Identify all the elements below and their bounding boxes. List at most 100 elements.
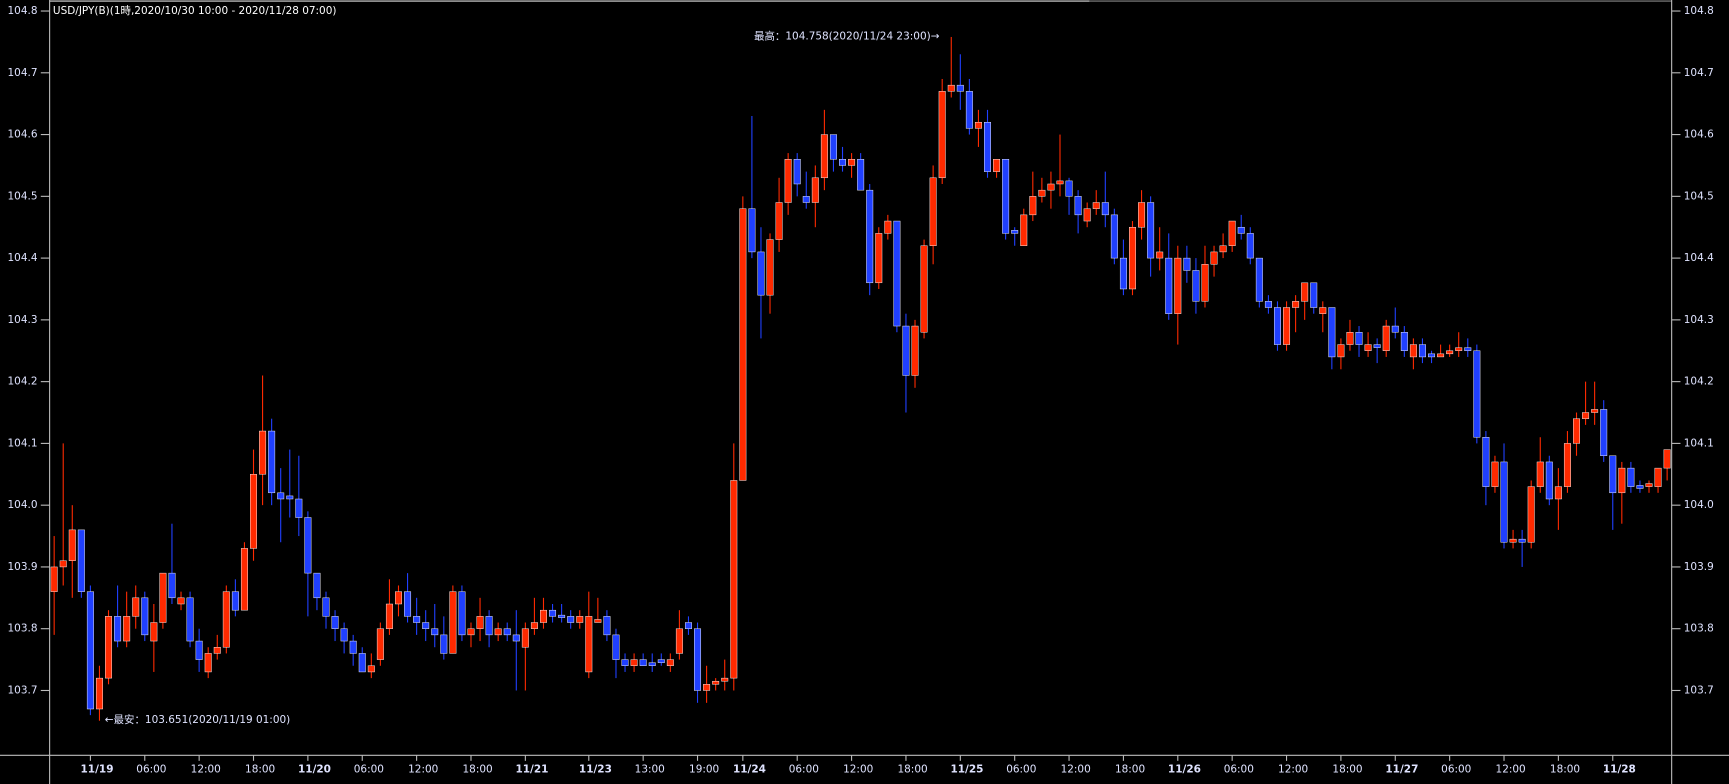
candle-body	[974, 121, 982, 129]
candle-body	[956, 84, 964, 92]
candle-body	[1020, 214, 1028, 246]
candle-body	[186, 597, 194, 642]
candle-body	[739, 208, 747, 481]
y-tick-label: 103.8	[1684, 623, 1714, 635]
x-tick-label: 12:00	[843, 764, 873, 776]
candle-body	[1609, 455, 1617, 494]
candle-body	[1129, 226, 1136, 290]
candle-body	[1083, 208, 1091, 222]
x-tick-label: 11/23	[579, 764, 612, 776]
candle-body	[1255, 257, 1263, 302]
candle-body	[1382, 325, 1390, 351]
candle-body	[1047, 183, 1055, 191]
y-tick-label: 104.1	[1684, 437, 1714, 449]
candle-body	[395, 591, 402, 605]
candle-body	[1273, 307, 1281, 345]
candle-body	[1500, 461, 1508, 543]
candle-body	[1373, 344, 1381, 348]
candle-body	[648, 662, 656, 666]
candle-body	[1428, 353, 1436, 358]
y-tick-label: 103.7	[8, 684, 38, 696]
candle-body	[594, 619, 602, 623]
candle-body	[1301, 282, 1309, 302]
candle-body	[376, 628, 384, 660]
candle-body	[811, 177, 819, 203]
x-tick-label: 11/27	[1385, 764, 1418, 776]
candle-body	[231, 591, 239, 611]
candle-body	[304, 517, 312, 574]
x-tick-label: 06:00	[136, 764, 166, 776]
candle-body	[1464, 347, 1472, 351]
y-tick-label: 103.8	[8, 623, 38, 635]
x-tick-label: 18:00	[1550, 764, 1580, 776]
candle-body	[494, 628, 502, 636]
candle-body	[947, 84, 955, 92]
candle-body	[775, 202, 783, 240]
candle-body	[1582, 412, 1590, 419]
y-tick-label: 104.0	[8, 499, 38, 511]
candle-body	[195, 640, 203, 660]
candle-body	[549, 609, 557, 617]
candle-body	[938, 91, 946, 179]
x-tick-label: 11/28	[1603, 764, 1636, 776]
candle-body	[1418, 344, 1426, 358]
candle-body	[1156, 251, 1164, 259]
candle-body	[1246, 233, 1254, 259]
candle-body	[1283, 307, 1291, 345]
candle-body	[766, 239, 774, 296]
candle-body	[105, 616, 113, 679]
candle-body	[204, 653, 212, 673]
candle-body	[349, 640, 357, 654]
x-tick-label: 06:00	[789, 764, 819, 776]
candle-body	[1292, 301, 1300, 308]
candle-body	[358, 653, 366, 673]
candle-body	[1518, 538, 1526, 543]
candle-body	[866, 189, 874, 284]
y-tick-label: 103.9	[1684, 561, 1714, 573]
candle-body	[385, 603, 393, 629]
candle-body	[884, 220, 892, 234]
candle-body	[132, 597, 140, 617]
candle-body	[567, 616, 575, 623]
y-tick-label: 104.1	[8, 437, 38, 449]
x-tick-label: 11/19	[81, 764, 114, 776]
candle-body	[268, 430, 276, 494]
candle-body	[784, 159, 792, 203]
y-tick-label: 104.3	[8, 314, 38, 326]
candle-body	[422, 622, 430, 629]
y-tick-label: 103.7	[1684, 684, 1714, 696]
candle-body	[277, 492, 285, 500]
annotation: ←最安：103.651(2020/11/19 01:00)	[105, 713, 290, 726]
y-tick-label: 103.9	[8, 561, 38, 573]
candle-body	[1074, 196, 1082, 216]
y-tick-label: 104.4	[8, 252, 38, 264]
x-tick-label: 06:00	[1006, 764, 1036, 776]
x-tick-label: 11/24	[733, 764, 766, 776]
candle-body	[1591, 409, 1599, 413]
candle-body	[984, 121, 991, 172]
candle-body	[585, 616, 593, 673]
candle-body	[820, 134, 828, 179]
candle-body	[1554, 486, 1562, 500]
candle-body	[730, 480, 738, 679]
candle-body	[1563, 443, 1571, 487]
y-tick-label: 104.6	[1684, 129, 1714, 141]
candle-body	[440, 634, 448, 654]
x-tick-label: 12:00	[408, 764, 438, 776]
candle-body	[222, 591, 230, 648]
x-tick-label: 13:00	[635, 764, 665, 776]
x-tick-label: 18:00	[1115, 764, 1145, 776]
candle-body	[1101, 202, 1109, 216]
candle-body	[1147, 202, 1155, 259]
candle-body	[114, 616, 122, 642]
candle-body	[177, 597, 185, 605]
candle-body	[1346, 332, 1354, 345]
candle-body	[576, 616, 584, 623]
candle-body	[694, 628, 702, 691]
candle-body	[757, 251, 765, 296]
candle-body	[404, 591, 412, 617]
candle-body	[1210, 251, 1218, 265]
